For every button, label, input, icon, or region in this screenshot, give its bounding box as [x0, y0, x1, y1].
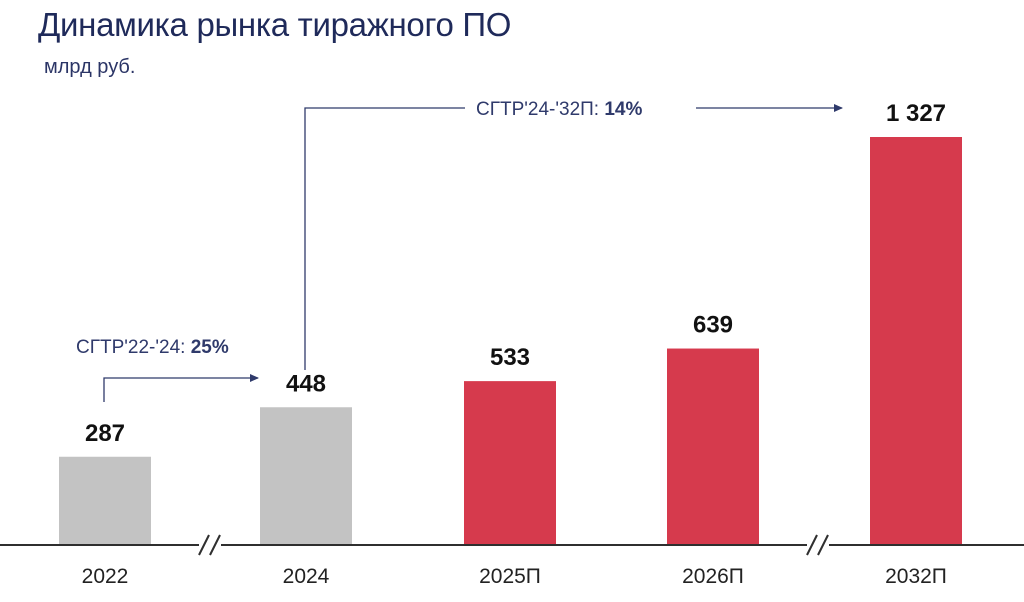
data-label-2024: 448 — [286, 370, 326, 397]
cagr-annotation-2024-2032: СГТР'24-'32П: 14% — [476, 99, 642, 120]
cagr-label: СГТР'22-'24: — [76, 337, 191, 358]
bars-group — [59, 137, 962, 545]
data-label-2026П: 639 — [693, 312, 733, 339]
cagr-value: 14% — [604, 99, 642, 120]
data-label-2025П: 533 — [490, 344, 530, 371]
bar-2032П — [870, 137, 962, 545]
cagr-value: 25% — [191, 337, 229, 358]
cagr-arrow-2022-2024 — [103, 374, 259, 402]
data-label-2022: 287 — [85, 420, 125, 447]
x-tick-label-2026П: 2026П — [682, 565, 744, 588]
x-tick-label-2025П: 2025П — [479, 565, 541, 588]
cagr-annotation-2022-2024: СГТР'22-'24: 25% — [76, 337, 229, 358]
bar-2022 — [59, 456, 151, 545]
cagr-label: СГТР'24-'32П: — [476, 99, 604, 120]
x-labels-group: 2022 2024 2025П 2026П 2032П — [82, 565, 947, 588]
x-tick-label-2032П: 2032П — [885, 565, 947, 588]
cagr-arrow-2024-2032 — [304, 107, 465, 370]
data-label-2032П: 1 327 — [886, 100, 946, 127]
axis-break-mark — [806, 530, 829, 560]
value-labels-group: 287 448 533 639 1 327 — [85, 100, 946, 447]
chart-title: Динамика рынка тиражного ПО — [38, 6, 512, 43]
x-tick-label-2024: 2024 — [283, 565, 330, 588]
x-tick-label-2022: 2022 — [82, 565, 129, 588]
bar-2024 — [260, 407, 352, 545]
bar-2025П — [464, 381, 556, 545]
chart-unit: млрд руб. — [44, 56, 136, 78]
axis-break-mark — [198, 530, 221, 560]
bar-2026П — [667, 348, 759, 545]
